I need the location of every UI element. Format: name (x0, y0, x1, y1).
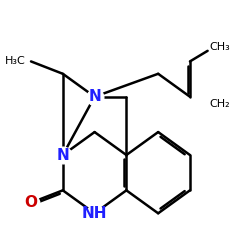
Text: N: N (88, 89, 101, 104)
Text: CH₃: CH₃ (210, 42, 230, 52)
Text: CH₂: CH₂ (210, 99, 230, 109)
Text: NH: NH (82, 206, 107, 221)
Text: N: N (56, 148, 69, 162)
Text: H₃C: H₃C (5, 56, 26, 66)
Text: O: O (24, 195, 38, 210)
